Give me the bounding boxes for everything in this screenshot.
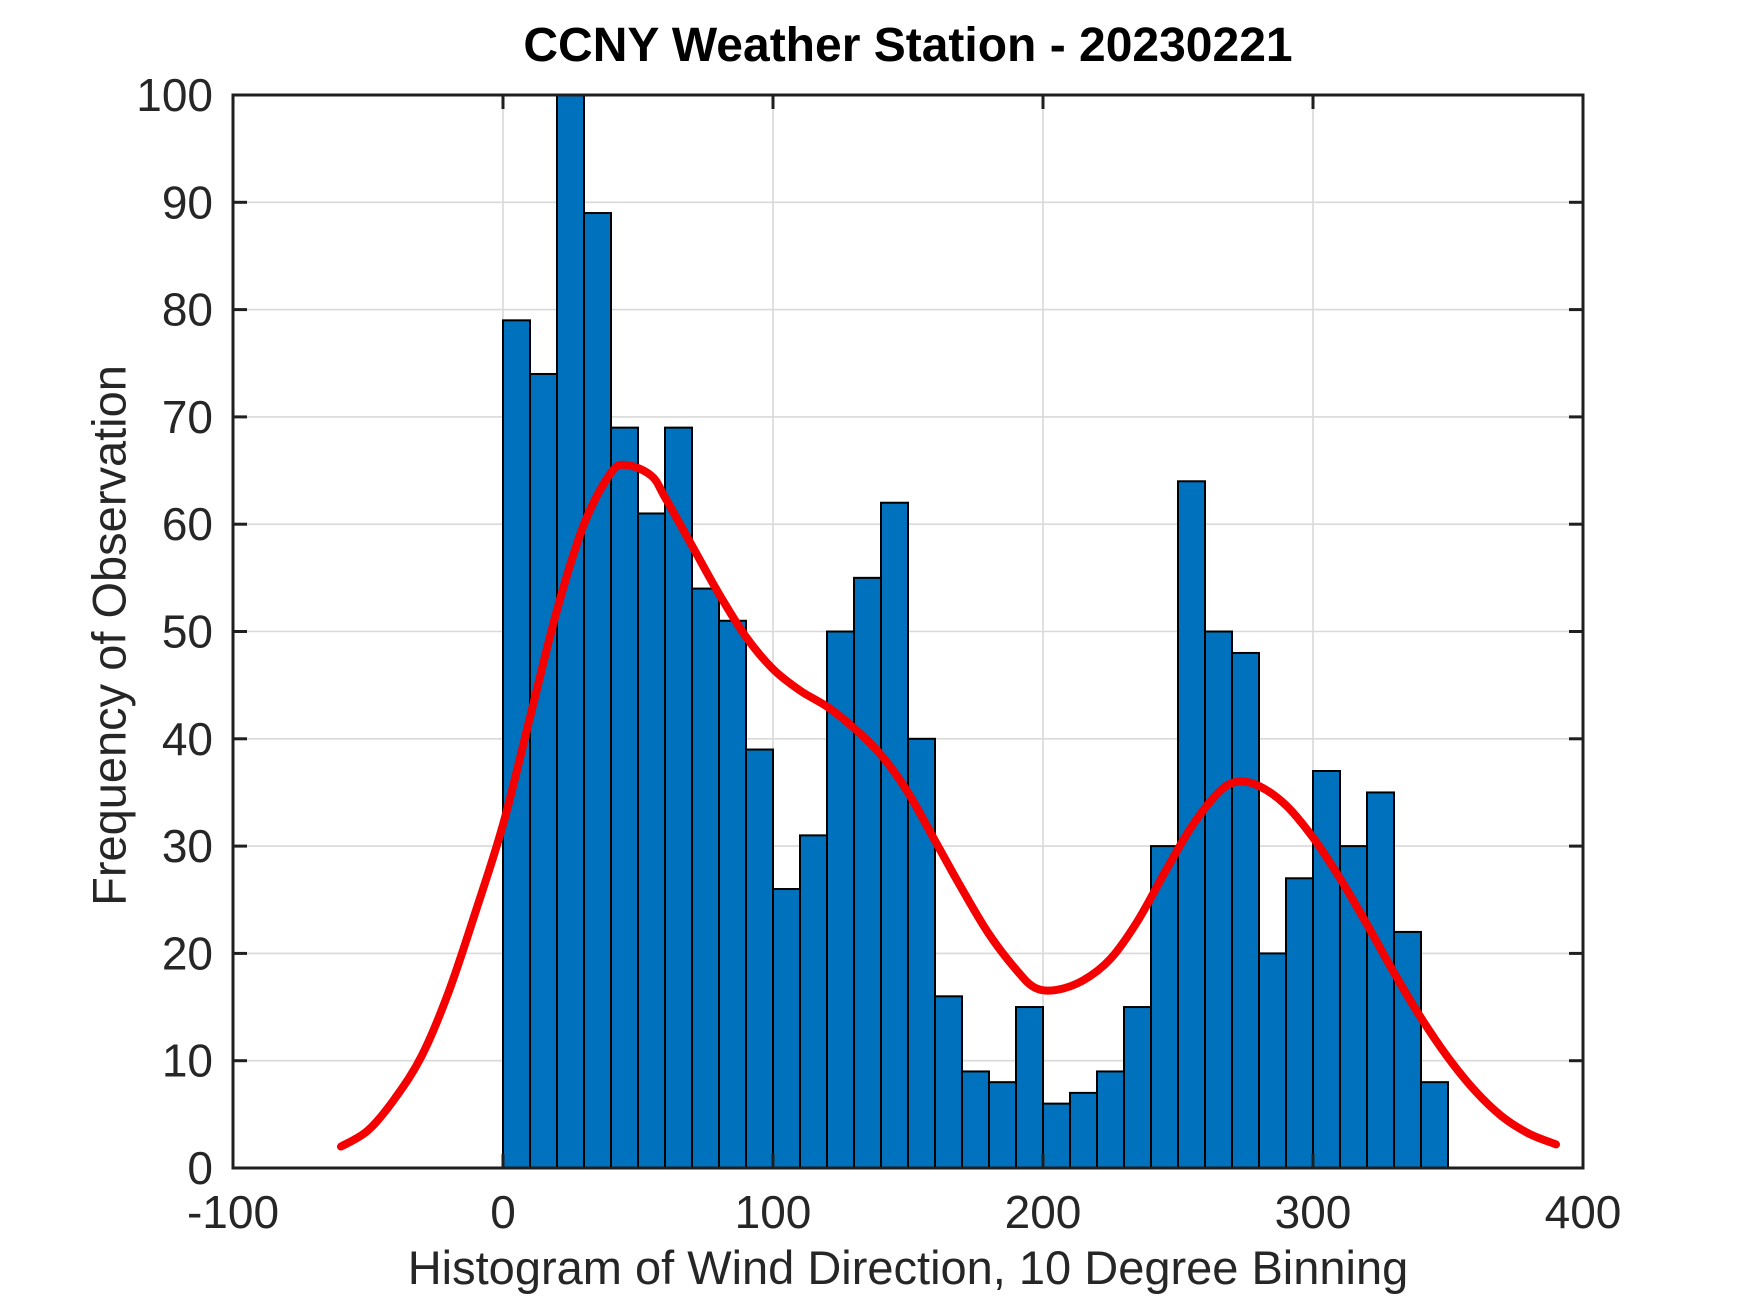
y-axis-label: Frequency of Observation	[82, 365, 136, 906]
histogram-bar	[637, 512, 666, 1169]
x-tick-label: 200	[1005, 1186, 1082, 1238]
x-tick-label: 0	[490, 1186, 516, 1238]
y-tick-label: 80	[162, 284, 213, 336]
x-axis-label: Histogram of Wind Direction, 10 Degree B…	[407, 1241, 1409, 1294]
histogram-bar	[1096, 1070, 1125, 1170]
histogram-bar	[1393, 930, 1422, 1169]
histogram-bar	[1069, 1091, 1098, 1170]
y-tick-label: 100	[136, 69, 213, 121]
x-tick-label: 300	[1275, 1186, 1352, 1238]
x-tick-label: -100	[187, 1186, 279, 1238]
histogram-bar	[853, 576, 882, 1169]
y-tick-label: 40	[162, 713, 213, 765]
histogram-bar	[934, 995, 963, 1169]
y-tick-label: 60	[162, 498, 213, 550]
histogram-bar	[1366, 791, 1395, 1169]
x-tick-label: 100	[735, 1186, 812, 1238]
histogram-bar	[1015, 1006, 1044, 1169]
histogram-bar	[1204, 630, 1233, 1169]
histogram-bar	[1312, 769, 1341, 1169]
density-curve	[337, 460, 1560, 1151]
histogram-bar	[529, 372, 558, 1170]
chart-title: CCNY Weather Station - 20230221	[523, 19, 1293, 72]
histogram-bar	[799, 834, 828, 1169]
histogram-bar	[718, 619, 747, 1169]
x-tick-label: 400	[1545, 1186, 1622, 1238]
histogram-bar	[988, 1081, 1017, 1170]
y-tick-label: 10	[162, 1035, 213, 1087]
histogram-bar	[1285, 877, 1314, 1169]
y-tick-label: 20	[162, 927, 213, 979]
histogram-bar	[610, 426, 639, 1169]
histogram-bar	[1042, 1102, 1071, 1169]
y-tick-label: 90	[162, 176, 213, 228]
y-tick-label: 30	[162, 820, 213, 872]
histogram-bar	[1420, 1081, 1449, 1170]
histogram-bar	[1258, 952, 1287, 1170]
histogram-bar	[691, 587, 720, 1169]
y-tick-label: 0	[187, 1142, 213, 1194]
histogram-bar	[961, 1070, 990, 1170]
histogram-bar	[1150, 845, 1179, 1169]
histogram-bar	[556, 94, 585, 1169]
histogram-bar	[1231, 651, 1260, 1169]
histogram-bar	[1123, 1006, 1152, 1169]
y-tick-label: 70	[162, 391, 213, 443]
histogram-bar	[583, 212, 612, 1169]
histogram-bar	[880, 501, 909, 1169]
y-tick-label: 50	[162, 606, 213, 658]
histogram-bar	[745, 748, 774, 1170]
histogram-bar	[772, 888, 801, 1170]
